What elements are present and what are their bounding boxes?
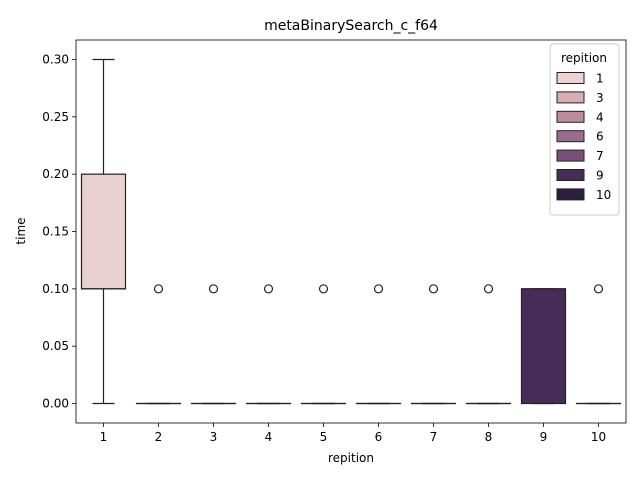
y-tick-label: 0.00: [42, 397, 69, 411]
legend-entries: 1 3 4 6 7 9 10: [556, 72, 611, 202]
x-tick-label: 2: [155, 430, 163, 444]
outlier-point: [483, 284, 494, 294]
legend: repition 1 3 4 6 7 9 10: [549, 43, 620, 216]
legend-swatch: [556, 72, 585, 84]
x-tick-label: 9: [540, 430, 548, 444]
x-tick-label: 5: [320, 430, 328, 444]
legend-entry: 10: [556, 188, 611, 202]
legend-entry: 6: [556, 130, 604, 144]
legend-label: 7: [596, 149, 604, 163]
legend-entry: 7: [556, 149, 604, 163]
outlier-point: [428, 284, 439, 294]
legend-entry: 3: [556, 91, 604, 105]
legend-entry: 1: [556, 72, 604, 86]
x-tick-label: 6: [375, 430, 383, 444]
box-group-4: [245, 284, 292, 405]
legend-label: 10: [596, 188, 611, 202]
box-group-10: [575, 284, 622, 405]
x-tick-label: 3: [210, 430, 218, 444]
legend-label: 4: [596, 110, 604, 124]
box-group-5: [300, 284, 347, 405]
y-tick-label: 0.20: [42, 167, 69, 181]
box-group-3: [190, 284, 237, 405]
y-tick-label: 0.25: [42, 110, 69, 124]
legend-label: 1: [596, 72, 604, 86]
outlier-point: [153, 284, 164, 294]
x-tick-label: 10: [591, 430, 606, 444]
box-group-8: [465, 284, 512, 405]
chart-title: metaBinarySearch_c_f64: [264, 18, 438, 34]
legend-entry: 9: [556, 169, 604, 183]
outlier-point: [208, 284, 219, 294]
legend-title: repition: [561, 51, 607, 65]
box-group-9: [520, 288, 567, 405]
legend-swatch: [556, 110, 585, 123]
y-axis: 0.00 0.05 0.10 0.15 0.20 0.25 0.30: [42, 52, 76, 411]
x-tick-label: 4: [265, 430, 273, 444]
y-tick-label: 0.10: [42, 282, 69, 296]
box-body: [520, 288, 567, 405]
x-axis: 1 2 3 4 5 6 7 8 9 10: [100, 423, 606, 444]
x-tick-label: 1: [100, 430, 108, 444]
y-tick-label: 0.05: [42, 339, 69, 353]
legend-label: 9: [596, 169, 604, 183]
legend-label: 3: [596, 91, 604, 105]
outlier-point: [373, 284, 384, 294]
y-axis-label: time: [14, 217, 28, 244]
x-axis-label: repition: [328, 451, 374, 465]
legend-swatch: [556, 149, 585, 162]
outlier-point: [593, 284, 604, 294]
y-tick-label: 0.30: [42, 52, 69, 66]
box-group-2: [135, 284, 182, 405]
box-body: [80, 173, 127, 290]
plot-area: [80, 58, 622, 405]
box-group-6: [355, 284, 402, 405]
legend-swatch: [556, 130, 585, 143]
legend-swatch: [556, 169, 585, 181]
outlier-point: [318, 284, 329, 294]
y-tick-label: 0.15: [42, 225, 69, 239]
x-tick-label: 8: [485, 430, 493, 444]
box-group-7: [410, 284, 457, 405]
legend-swatch: [556, 91, 585, 104]
outlier-point: [263, 284, 274, 294]
box-group-1: [80, 58, 127, 405]
legend-label: 6: [596, 130, 604, 144]
legend-swatch: [556, 188, 585, 201]
x-tick-label: 7: [430, 430, 438, 444]
legend-entry: 4: [556, 110, 604, 124]
